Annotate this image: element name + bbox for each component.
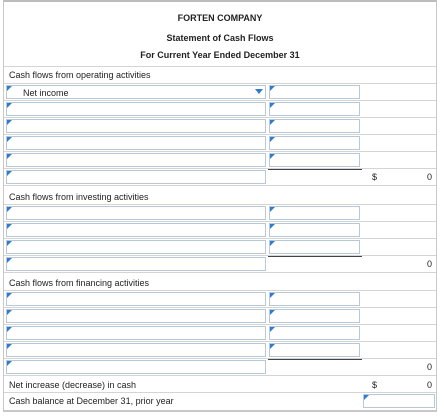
operating-section-label: Cash flows from operating activities (9, 70, 151, 80)
net-change-row: Net increase (decrease) in cash $ 0 (4, 375, 436, 393)
operating-item-2-label[interactable] (6, 102, 266, 116)
financing-item-1-label[interactable] (6, 292, 266, 306)
operating-item-3-amount[interactable] (269, 119, 360, 133)
financing-row-3 (4, 324, 436, 342)
financing-total-label[interactable] (6, 360, 266, 374)
net-change-value: 0 (426, 380, 432, 390)
investing-total-row: 0 (4, 255, 436, 273)
operating-item-3-label[interactable] (6, 119, 266, 133)
financing-item-1-amount[interactable] (269, 292, 360, 306)
investing-subtotal-rule (268, 256, 362, 257)
financing-row-2 (4, 307, 436, 325)
input-marker-icon (7, 327, 12, 332)
investing-row-2 (4, 221, 436, 239)
input-marker-icon (270, 310, 275, 315)
investing-item-2-label[interactable] (6, 223, 266, 237)
input-marker-icon (7, 241, 12, 246)
input-marker-icon (7, 310, 12, 315)
input-marker-icon (7, 361, 12, 366)
operating-item-4-label[interactable] (6, 136, 266, 150)
net-change-label: Net increase (decrease) in cash (9, 380, 137, 390)
investing-total-label[interactable] (6, 257, 266, 271)
statement-period: For Current Year Ended December 31 (140, 50, 300, 60)
financing-row-4 (4, 341, 436, 359)
investing-row-3 (4, 238, 436, 256)
net-change-dollar-sign: $ (372, 380, 378, 390)
input-marker-icon (270, 344, 275, 349)
input-marker-icon (364, 395, 369, 400)
operating-item-5-label[interactable] (6, 153, 266, 167)
input-marker-icon (7, 258, 12, 263)
financing-item-4-label[interactable] (6, 343, 266, 357)
operating-row-3 (4, 117, 436, 135)
operating-dollar-sign: $ (372, 172, 378, 182)
input-marker-icon (7, 224, 12, 229)
operating-row-5 (4, 151, 436, 169)
investing-total-value: 0 (426, 259, 432, 269)
cash-flow-worksheet: FORTEN COMPANY Statement of Cash Flows F… (3, 0, 437, 412)
investing-row-1 (4, 204, 436, 222)
input-marker-icon (270, 137, 275, 142)
operating-total-row: $ 0 (4, 168, 436, 186)
investing-section-row: Cash flows from investing activities (4, 185, 436, 203)
input-marker-icon (7, 171, 12, 176)
financing-item-3-amount[interactable] (269, 326, 360, 340)
financing-item-2-label[interactable] (6, 309, 266, 323)
beginning-cash-row: Cash balance at December 31, prior year (4, 392, 436, 411)
operating-item-2-amount[interactable] (269, 102, 360, 116)
operating-item-5-amount[interactable] (269, 153, 360, 167)
financing-item-4-amount[interactable] (269, 343, 360, 357)
financing-item-3-label[interactable] (6, 326, 266, 340)
input-marker-icon (270, 293, 275, 298)
financing-total-row: 0 (4, 358, 436, 376)
input-marker-icon (270, 207, 275, 212)
operating-item-1-dropdown[interactable]: Net income (6, 85, 266, 99)
input-marker-icon (270, 327, 275, 332)
chevron-down-icon[interactable] (255, 89, 263, 94)
investing-item-3-amount[interactable] (269, 240, 360, 254)
investing-section-label: Cash flows from investing activities (9, 192, 149, 202)
operating-subtotal-rule (268, 169, 362, 170)
investing-item-1-amount[interactable] (269, 206, 360, 220)
input-marker-icon (7, 344, 12, 349)
input-marker-icon (7, 207, 12, 212)
financing-total-value: 0 (426, 362, 432, 372)
operating-row-1: Net income (4, 83, 436, 101)
input-marker-icon (270, 103, 275, 108)
operating-total-value: 0 (426, 172, 432, 182)
input-marker-icon (7, 120, 12, 125)
statement-title: Statement of Cash Flows (166, 33, 274, 43)
input-marker-icon (270, 154, 275, 159)
financing-section-label: Cash flows from financing activities (9, 278, 150, 288)
beginning-cash-label: Cash balance at December 31, prior year (9, 396, 174, 406)
input-marker-icon (270, 224, 275, 229)
operating-item-4-amount[interactable] (269, 136, 360, 150)
company-name: FORTEN COMPANY (177, 13, 263, 23)
input-marker-icon (270, 86, 275, 91)
investing-item-1-label[interactable] (6, 206, 266, 220)
input-marker-icon (7, 137, 12, 142)
input-marker-icon (7, 86, 12, 91)
financing-row-1 (4, 290, 436, 308)
input-marker-icon (7, 103, 12, 108)
operating-section-row: Cash flows from operating activities (4, 66, 436, 84)
investing-item-3-label[interactable] (6, 240, 266, 254)
input-marker-icon (7, 154, 12, 159)
input-marker-icon (270, 241, 275, 246)
financing-subtotal-rule (268, 359, 362, 360)
operating-total-label[interactable] (6, 170, 266, 184)
input-marker-icon (270, 120, 275, 125)
financing-section-row: Cash flows from financing activities (4, 272, 436, 290)
operating-row-4 (4, 134, 436, 152)
financing-item-2-amount[interactable] (269, 309, 360, 323)
beginning-cash-amount[interactable] (363, 394, 435, 408)
input-marker-icon (7, 293, 12, 298)
operating-row-2 (4, 100, 436, 118)
operating-item-1-amount[interactable] (269, 85, 360, 99)
investing-item-2-amount[interactable] (269, 223, 360, 237)
